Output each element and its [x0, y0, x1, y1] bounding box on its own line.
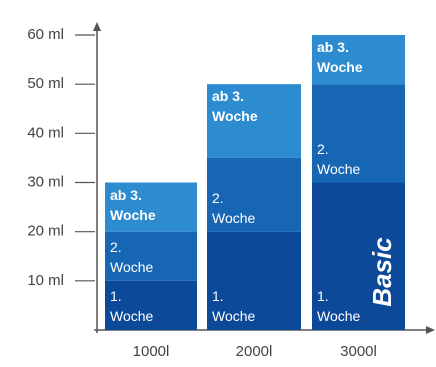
- segment-label: 1. Woche: [317, 288, 361, 324]
- y-tick-label: 30 ml: [27, 173, 64, 190]
- bar-segment: [312, 35, 405, 85]
- bar-segment: [105, 280, 197, 330]
- segment-label-box: ab 3. Woche: [212, 88, 258, 125]
- segment-label-box: ab 3. Woche: [317, 39, 363, 75]
- segment-label-box: 1. Woche: [212, 288, 256, 324]
- x-tick-label: 3000l: [340, 343, 377, 360]
- x-tick-label: 1000l: [133, 343, 170, 360]
- bar-segment: [207, 84, 301, 158]
- segment-label-box: 2. Woche: [212, 189, 256, 226]
- segment-label: ab 3. Woche: [212, 88, 258, 125]
- y-tick-label: 60 ml: [27, 26, 64, 43]
- y-axis-arrow: [93, 22, 101, 31]
- segment-label-box: 2. Woche: [110, 238, 154, 275]
- segment-label: 1. Woche: [212, 288, 256, 324]
- bar-segment: [207, 231, 301, 330]
- bar-segment: [312, 84, 405, 183]
- bar-segment: [105, 231, 197, 281]
- segment-label: ab 3. Woche: [110, 186, 156, 223]
- bar-segment: [207, 157, 301, 232]
- segment-label-box: ab 3. Woche: [110, 186, 156, 223]
- y-tick-label: 10 ml: [27, 272, 64, 289]
- x-tick-label: 2000l: [236, 343, 273, 360]
- y-tick-label: 50 ml: [27, 75, 64, 92]
- x-axis-arrow: [426, 326, 435, 334]
- segment-label: 2. Woche: [317, 140, 361, 177]
- segment-label: 2. Woche: [212, 189, 256, 226]
- segment-label: 2. Woche: [110, 238, 154, 275]
- annotation: Basic: [367, 237, 397, 307]
- segment-label: ab 3. Woche: [317, 39, 363, 75]
- segment-label-box: 1. Woche: [110, 288, 154, 324]
- segment-label-box: 1. Woche: [317, 288, 361, 324]
- bar-segment: [312, 182, 405, 330]
- bar-segment: [105, 182, 197, 232]
- segment-label-box: 2. Woche: [317, 140, 361, 177]
- segment-label: 1. Woche: [110, 288, 154, 324]
- y-tick-label: 40 ml: [27, 124, 64, 141]
- y-tick-label: 20 ml: [27, 223, 64, 240]
